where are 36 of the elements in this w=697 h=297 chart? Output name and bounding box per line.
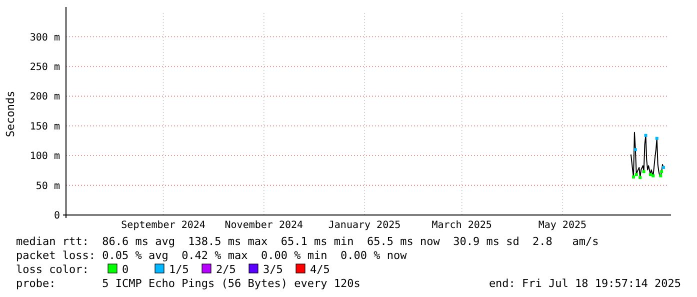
point	[648, 173, 652, 176]
legend-title: loss color:	[16, 263, 89, 276]
point	[632, 175, 635, 178]
point	[659, 174, 662, 178]
legend-label: 4/5	[310, 263, 330, 276]
point	[662, 166, 665, 169]
y-tick-label: 250 m	[30, 62, 60, 73]
y-tick-label: 300 m	[30, 32, 60, 44]
x-tick-label: September 2024	[121, 220, 206, 231]
legend-label: 1/5	[169, 263, 189, 276]
y-axis-title: Seconds	[4, 90, 17, 138]
x-tick-label: November 2024	[224, 220, 304, 231]
text: packet loss: 0.05 % avg 0.42 % max 0.00 % min 0.00 % now	[16, 249, 408, 262]
y-tick-label: 50 m	[36, 180, 60, 192]
point	[642, 170, 646, 174]
text: probe: 5 ICMP Echo Pings (56 Bytes) every 120s	[16, 277, 360, 290]
point	[655, 136, 658, 140]
point	[638, 176, 642, 180]
y-tick-label: 100 m	[30, 151, 60, 162]
y-tick-label: 150 m	[30, 121, 60, 132]
legend-label: 3/5	[263, 263, 283, 276]
x-tick-label: May 2025	[538, 220, 587, 231]
text: median rtt: 86.6 ms avg 138.5 ms max 65.1 ms min 65.5 ms now 30.9 ms sd 2.8 am/s	[16, 235, 599, 248]
point	[634, 173, 638, 176]
legend-label: 2/5	[216, 263, 236, 276]
point	[634, 148, 637, 152]
point	[660, 170, 664, 174]
y-tick-label: 200 m	[30, 92, 60, 103]
point	[644, 134, 648, 137]
x-tick-label: March 2025	[432, 220, 492, 231]
y-tick-label: 0	[54, 210, 60, 222]
point	[652, 174, 655, 178]
legend-label: 0	[122, 263, 129, 276]
line-series	[630, 132, 664, 178]
text: end: Fri Jul 18 19:57:14 2025	[488, 277, 681, 290]
x-tick-label: January 2025	[328, 220, 401, 231]
